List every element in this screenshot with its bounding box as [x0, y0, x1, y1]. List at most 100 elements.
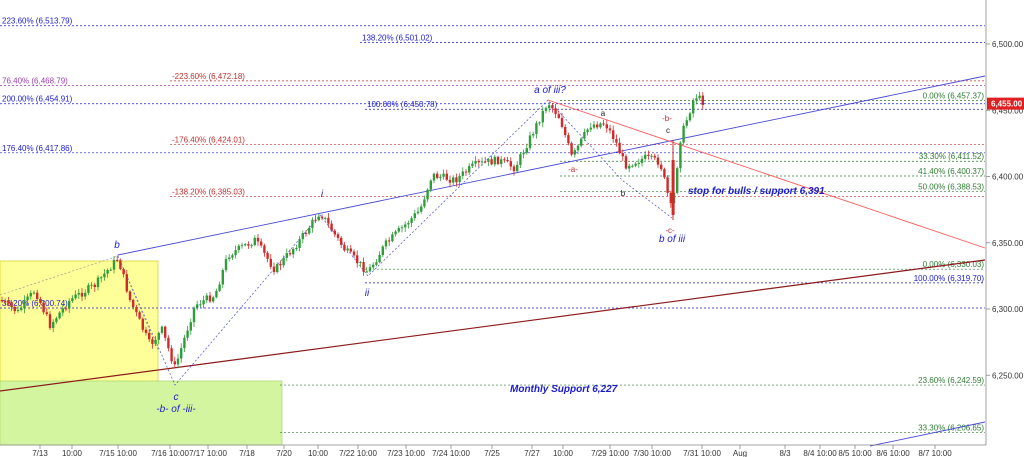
- time-tick-label: 7/24 10:00: [432, 449, 470, 457]
- candle-body: [496, 156, 500, 164]
- candle-body: [650, 155, 653, 157]
- candle-body: [205, 295, 208, 301]
- candle-body: [151, 339, 154, 344]
- time-tick-label: 10:00: [553, 449, 574, 457]
- fib-level-label: 100.00% (6,319.70): [914, 274, 985, 283]
- candle-body: [132, 299, 135, 308]
- candle-body: [644, 154, 647, 159]
- time-tick-label: 7/27: [524, 449, 540, 457]
- candle-body: [436, 173, 439, 178]
- candle-body: [461, 171, 464, 176]
- candle-body: [695, 98, 698, 101]
- candle-body: [157, 332, 160, 340]
- candle-body: [397, 228, 400, 232]
- candle-body: [208, 295, 212, 302]
- candle-body: [365, 271, 368, 273]
- candle-body: [340, 237, 343, 245]
- candle-body: [570, 143, 573, 155]
- fib-level-label: 50.00% (6,388.53): [918, 183, 984, 192]
- candle-body: [327, 217, 330, 224]
- candle-body: [509, 161, 512, 167]
- price-tick-label: 6,450.00: [992, 106, 1024, 115]
- fib-level-label: 41.40% (6,400.37): [918, 167, 984, 176]
- candle-body: [682, 125, 685, 143]
- fib-level-label: 0.00% (6,457.37): [923, 91, 985, 100]
- candle-body: [42, 302, 45, 313]
- wave-label: -a-: [568, 165, 578, 174]
- wave-label: -c-: [665, 226, 675, 235]
- candle-body: [84, 292, 87, 297]
- candle-body: [285, 253, 288, 258]
- candle-body: [426, 189, 429, 200]
- fib-level-label: 38.20% (6,300.74): [2, 299, 68, 308]
- time-tick-label: 7/18: [239, 449, 255, 457]
- candle-body: [400, 227, 404, 229]
- wave-label: b: [114, 240, 120, 251]
- candle-body: [247, 244, 250, 246]
- candle-body: [647, 154, 650, 156]
- candle-body: [349, 248, 352, 252]
- time-tick-label: 7/29 10:00: [591, 449, 629, 457]
- candle-body: [525, 148, 528, 153]
- wave-path-line: [0, 255, 159, 351]
- candle-body: [68, 300, 71, 309]
- candle-body: [272, 266, 276, 273]
- candle-body: [103, 273, 106, 278]
- candle-body: [288, 253, 292, 255]
- candle-body: [439, 176, 442, 178]
- time-tick-label: 7/13: [32, 449, 48, 457]
- candle-body: [256, 237, 260, 242]
- candle-body: [692, 100, 695, 114]
- candle-body: [116, 259, 119, 261]
- candle-body: [32, 292, 36, 294]
- candle-body: [432, 173, 436, 181]
- candle-body: [128, 291, 132, 300]
- price-tick-label: 6,500.00: [992, 40, 1024, 49]
- candle-body: [541, 110, 544, 123]
- lower-trend-line: [0, 259, 986, 392]
- price-tick-label: 6,250.00: [992, 371, 1024, 380]
- candle-body: [701, 95, 704, 105]
- candle-body: [45, 312, 48, 315]
- candle-body: [0, 300, 4, 302]
- green-support-zone: [0, 380, 283, 446]
- time-tick-label: 8/7 10:00: [918, 449, 952, 457]
- time-tick-label: 10:00: [308, 449, 329, 457]
- candle-body: [304, 233, 308, 235]
- candle-body: [298, 239, 301, 249]
- candle-body: [183, 337, 186, 349]
- candle-body: [170, 348, 173, 362]
- candle-body: [519, 154, 522, 165]
- candle-body: [343, 244, 346, 251]
- candle-body: [52, 321, 55, 329]
- candle-body: [516, 164, 519, 172]
- candle-body: [250, 245, 253, 247]
- fib-level-label: 76.40% (6,468.79): [2, 76, 68, 85]
- wave-label: c: [174, 392, 179, 403]
- lower-channel-line: [869, 421, 986, 447]
- time-tick-label: 7/25: [484, 449, 500, 457]
- wave-label: a of iii?: [534, 85, 566, 96]
- candle-body: [138, 312, 141, 319]
- price-tick-label: 6,400.00: [992, 173, 1024, 182]
- candle-body: [93, 284, 96, 288]
- candle-body: [381, 246, 384, 256]
- candle-body: [36, 292, 39, 300]
- candle-body: [362, 262, 365, 272]
- candle-body: [154, 339, 157, 344]
- wave-label: a: [601, 109, 606, 118]
- candle-body: [144, 329, 148, 333]
- candle-body: [455, 177, 458, 183]
- candle-body: [685, 120, 688, 126]
- candle-body: [29, 292, 32, 297]
- candle-body: [202, 300, 205, 305]
- fib-level-label: 33.30% (6,411.52): [919, 152, 985, 161]
- candle-body: [423, 199, 426, 207]
- candle-body: [301, 233, 304, 240]
- candle-body: [500, 159, 503, 164]
- candle-body: [20, 308, 23, 310]
- candle-body: [244, 244, 247, 246]
- time-tick-label: 7/31 10:00: [683, 449, 721, 457]
- time-tick-label: 7/23 10:00: [387, 449, 425, 457]
- candle-body: [295, 248, 298, 250]
